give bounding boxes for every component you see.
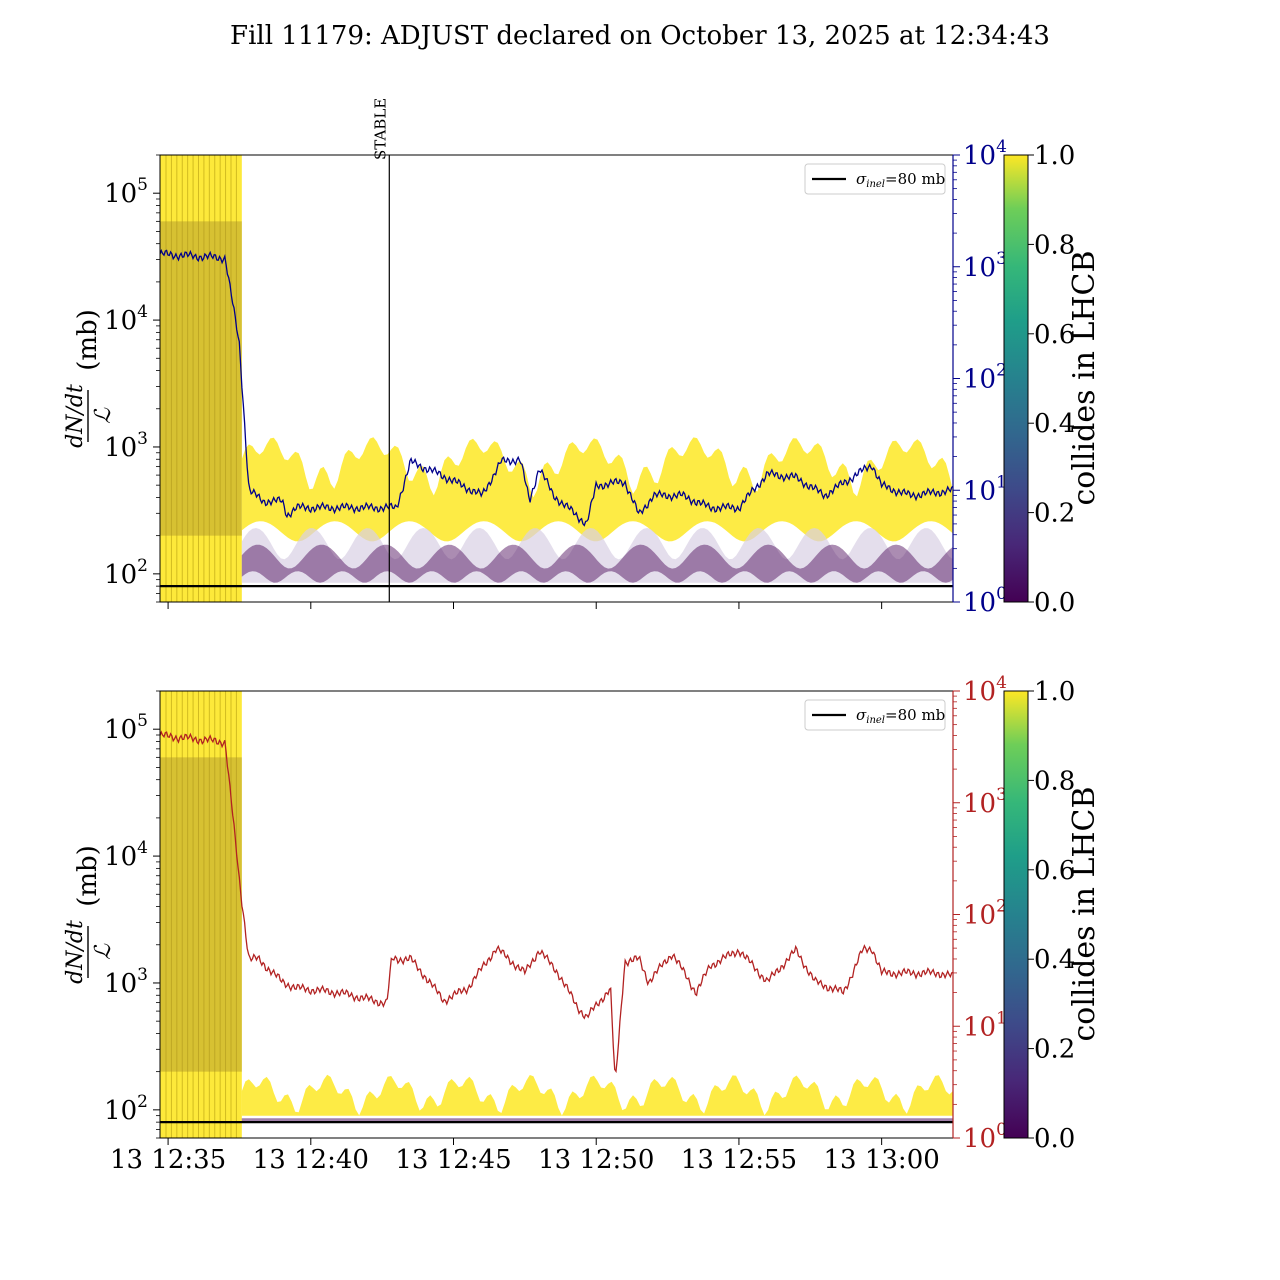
colorbar-tick-label: 0.8 <box>1034 766 1075 796</box>
post-adjust-yellow-band <box>241 437 953 542</box>
bottom-rate-bands <box>160 691 953 1138</box>
top-colorbar-label: collides in LHCB <box>1067 250 1102 505</box>
right-tick-label: 104 <box>963 137 1007 171</box>
bottom-legend-rest: =80 mb <box>885 706 945 724</box>
top-legend-rest: =80 mb <box>885 170 945 188</box>
top-x-axis <box>167 602 883 609</box>
right-tick-label: 103 <box>963 785 1007 819</box>
top-ylabel-unit: (mb) <box>73 309 103 371</box>
y-tick-label: 105 <box>104 711 148 745</box>
top-colorbar-ticks: 0.0 0.2 0.4 0.6 0.8 1.0 <box>1028 141 1075 618</box>
bottom-right-axis-series <box>160 730 953 1074</box>
right-tick-label: 104 <box>963 673 1007 707</box>
y-tick-label: 102 <box>104 1092 148 1126</box>
top-right-y-axis: 100 101 102 103 104 <box>952 137 1007 618</box>
top-ylabel-numerator: dN/dt <box>63 384 88 448</box>
x-tick-label: 13 13:00 <box>824 1145 940 1175</box>
bottom-colorbar: 0.0 0.2 0.4 0.6 0.8 1.0 collides in LHCB <box>1003 677 1102 1154</box>
top-legend: σinel=80 mb <box>804 163 946 195</box>
figure-title: Fill 11179: ADJUST declared on October 1… <box>230 21 1050 51</box>
bottom-colorbar-gradient <box>1003 690 1029 1139</box>
right-tick-label: 101 <box>963 1008 1007 1042</box>
right-tick-label: 101 <box>963 472 1007 506</box>
top-colorbar: 0.0 0.2 0.4 0.6 0.8 1.0 collides in LHCB <box>1003 141 1102 618</box>
top-right-axis-series <box>160 248 953 527</box>
bottom-ylabel-denominator: ℒ <box>91 943 116 960</box>
colorbar-tick-label: 0.8 <box>1034 230 1075 260</box>
post-adjust-dark-band <box>241 1118 953 1122</box>
colorbar-tick-label: 0.0 <box>1034 588 1075 618</box>
x-tick-label: 13 12:55 <box>681 1145 797 1175</box>
top-panel: STABLE 102 103 104 105 100 101 102 103 104 dN/d… <box>63 98 1102 618</box>
bottom-colorbar-ticks: 0.0 0.2 0.4 0.6 0.8 1.0 <box>1028 677 1075 1154</box>
post-adjust-faint-band <box>241 528 953 583</box>
top-colorbar-gradient <box>1003 154 1029 603</box>
x-tick-label: 13 12:45 <box>395 1145 511 1175</box>
bottom-right-y-axis: 100 101 102 103 104 <box>952 673 1007 1154</box>
x-tick-label: 13 12:35 <box>110 1145 226 1175</box>
right-tick-label: 100 <box>963 1120 1007 1154</box>
bottom-x-axis: 13 12:35 13 12:40 13 12:45 13 12:50 13 12:55… <box>110 1138 940 1175</box>
y-tick-label: 103 <box>104 965 148 999</box>
top-rate-bands <box>160 155 953 602</box>
bottom-legend: σinel=80 mb <box>804 699 946 731</box>
bottom-legend-sub: inel <box>866 715 885 726</box>
y-tick-label: 104 <box>104 838 148 872</box>
top-left-y-axis: 102 103 104 105 <box>104 154 160 603</box>
top-legend-label: σinel=80 mb <box>856 170 945 190</box>
x-tick-label: 13 12:40 <box>253 1145 369 1175</box>
bottom-legend-box <box>804 699 946 731</box>
right-tick-label: 102 <box>963 361 1007 395</box>
top-plot-area <box>160 155 953 602</box>
colorbar-tick-label: 0.4 <box>1034 945 1075 975</box>
bottom-left-y-axis: 102 103 104 105 <box>104 690 160 1139</box>
bottom-ylabel-unit: (mb) <box>73 845 103 907</box>
colorbar-tick-label: 1.0 <box>1034 677 1075 707</box>
y-tick-label: 102 <box>104 556 148 590</box>
right-tick-label: 102 <box>963 897 1007 931</box>
bottom-colorbar-label: collides in LHCB <box>1067 786 1102 1041</box>
colorbar-tick-label: 0.2 <box>1034 499 1075 529</box>
top-axes-frame <box>159 154 954 603</box>
colorbar-tick-label: 0.0 <box>1034 1124 1075 1154</box>
pre-adjust-yellow-band <box>160 155 242 602</box>
post-adjust-yellow-band <box>241 1074 953 1116</box>
bottom-legend-sigma: σ <box>856 706 867 724</box>
post-adjust-dark-band <box>241 544 953 583</box>
pre-adjust-dense-band <box>160 221 242 536</box>
bottom-axes-frame <box>159 690 954 1139</box>
bottom-legend-label: σinel=80 mb <box>856 706 945 726</box>
top-legend-sub: inel <box>866 179 885 190</box>
y-tick-label: 104 <box>104 302 148 336</box>
pre-adjust-dense-band <box>160 757 242 1072</box>
right-tick-label: 100 <box>963 584 1007 618</box>
bottom-y-axis-label: dN/dt ℒ (mb) <box>63 845 116 984</box>
colorbar-tick-label: 0.6 <box>1034 856 1075 886</box>
bottom-ylabel-numerator: dN/dt <box>63 920 88 984</box>
pre-adjust-yellow-band <box>160 691 242 1138</box>
top-ylabel-denominator: ℒ <box>91 407 116 424</box>
right-tick-label: 103 <box>963 249 1007 283</box>
stable-marker-label: STABLE <box>371 98 389 160</box>
colorbar-tick-label: 0.2 <box>1034 1035 1075 1065</box>
colorbar-tick-label: 1.0 <box>1034 141 1075 171</box>
top-y-axis-label: dN/dt ℒ (mb) <box>63 309 116 448</box>
colorbar-tick-label: 0.6 <box>1034 320 1075 350</box>
top-legend-sigma: σ <box>856 170 867 188</box>
y-tick-label: 103 <box>104 429 148 463</box>
top-legend-box <box>804 163 946 195</box>
y-tick-label: 105 <box>104 175 148 209</box>
colorbar-tick-label: 0.4 <box>1034 409 1075 439</box>
x-tick-label: 13 12:50 <box>538 1145 654 1175</box>
bottom-plot-area <box>160 691 953 1138</box>
